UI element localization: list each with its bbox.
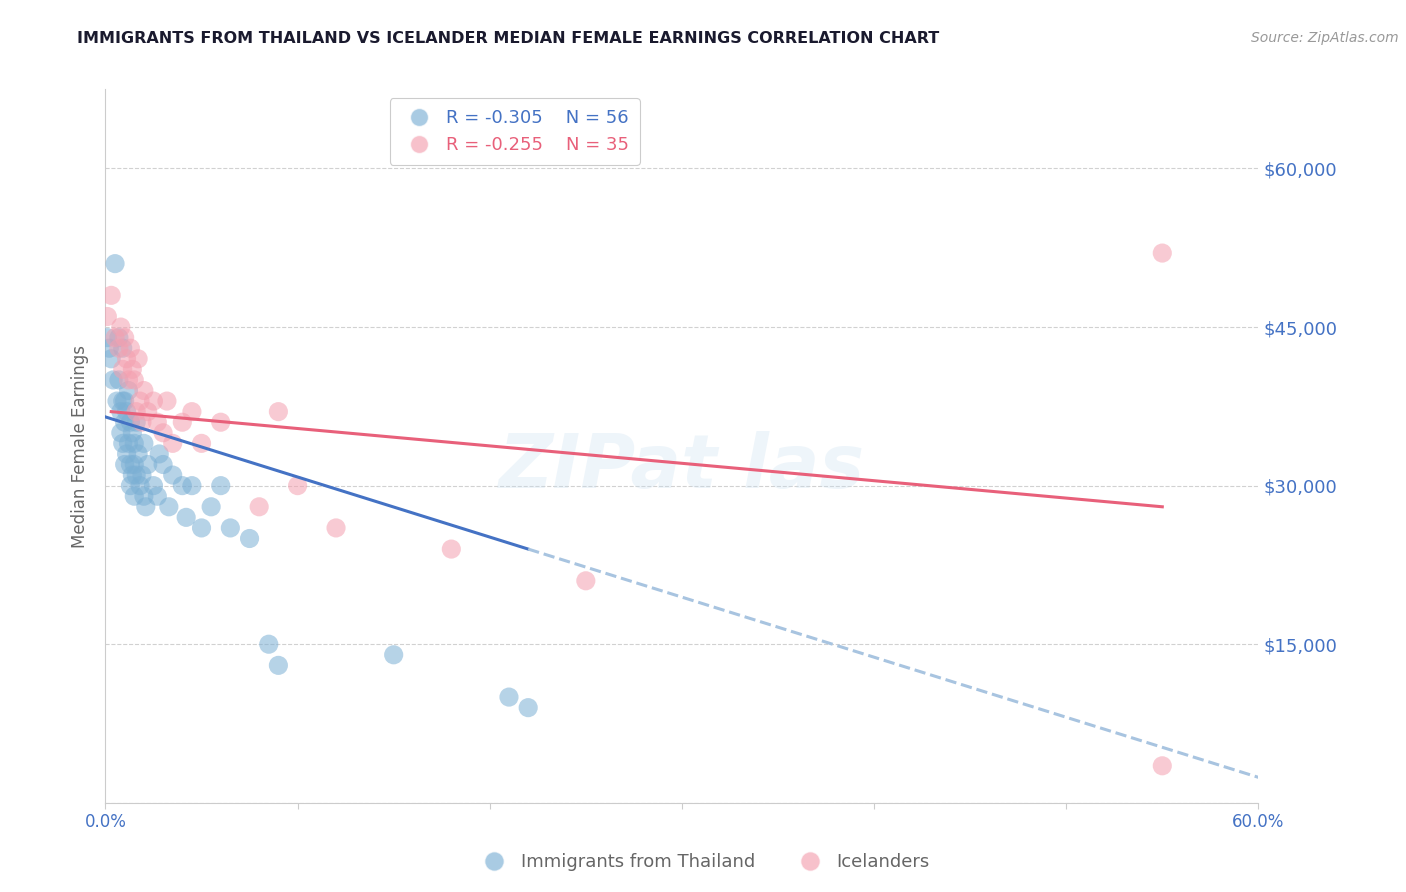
Point [121, 468, 143, 483]
Point [257, 637, 280, 651]
Point [114, 458, 136, 472]
Point [117, 384, 139, 398]
Point [190, 436, 212, 450]
Point [146, 489, 169, 503]
Point [114, 394, 136, 409]
Point [129, 394, 152, 409]
Point [104, 257, 127, 271]
Point [125, 404, 148, 418]
Point [108, 341, 131, 355]
Point [181, 404, 204, 418]
Point [110, 425, 132, 440]
Point [162, 468, 184, 483]
Point [115, 404, 138, 418]
Point [136, 404, 159, 418]
Point [172, 415, 194, 429]
Point [181, 478, 204, 492]
Point [135, 500, 157, 514]
Point [132, 436, 155, 450]
Point [127, 351, 149, 366]
Point [517, 700, 540, 714]
Point [219, 521, 242, 535]
Point [1152, 246, 1174, 260]
Point [108, 373, 131, 387]
Point [108, 331, 131, 345]
Point [124, 489, 146, 503]
Y-axis label: Median Female Earnings: Median Female Earnings [72, 344, 90, 548]
Point [114, 331, 136, 345]
Point [111, 362, 134, 376]
Text: IMMIGRANTS FROM THAILAND VS ICELANDER MEDIAN FEMALE EARNINGS CORRELATION CHART: IMMIGRANTS FROM THAILAND VS ICELANDER ME… [77, 31, 939, 46]
Point [174, 510, 197, 524]
Point [117, 436, 139, 450]
Point [209, 415, 232, 429]
Point [100, 288, 122, 302]
Point [247, 500, 270, 514]
Point [124, 373, 146, 387]
Point [1152, 759, 1174, 773]
Point [110, 404, 132, 418]
Point [124, 458, 146, 472]
Point [239, 532, 262, 546]
Text: ZIPat las: ZIPat las [499, 431, 865, 504]
Point [115, 351, 138, 366]
Point [114, 415, 136, 429]
Point [136, 458, 159, 472]
Point [200, 500, 222, 514]
Point [131, 415, 153, 429]
Point [132, 384, 155, 398]
Point [96, 310, 118, 324]
Point [267, 404, 290, 418]
Legend: R = -0.305    N = 56, R = -0.255    N = 35: R = -0.305 N = 56, R = -0.255 N = 35 [389, 98, 640, 165]
Point [96, 331, 118, 345]
Point [498, 690, 520, 704]
Point [125, 468, 148, 483]
Point [382, 648, 405, 662]
Point [120, 415, 142, 429]
Point [120, 458, 142, 472]
Point [120, 478, 142, 492]
Point [156, 394, 179, 409]
Point [111, 394, 134, 409]
Point [142, 394, 165, 409]
Point [152, 458, 174, 472]
Point [117, 373, 139, 387]
Point [209, 478, 232, 492]
Point [115, 447, 138, 461]
Point [157, 500, 180, 514]
Point [98, 341, 121, 355]
Point [110, 320, 132, 334]
Point [111, 341, 134, 355]
Point [575, 574, 598, 588]
Point [127, 447, 149, 461]
Point [152, 425, 174, 440]
Point [125, 415, 148, 429]
Point [105, 394, 128, 409]
Point [440, 542, 463, 557]
Point [111, 436, 134, 450]
Point [120, 341, 142, 355]
Point [104, 331, 127, 345]
Point [325, 521, 347, 535]
Point [131, 468, 153, 483]
Point [190, 521, 212, 535]
Point [267, 658, 290, 673]
Point [129, 478, 152, 492]
Point [172, 478, 194, 492]
Legend: Immigrants from Thailand, Icelanders: Immigrants from Thailand, Icelanders [468, 847, 938, 879]
Point [146, 415, 169, 429]
Point [132, 489, 155, 503]
Point [124, 436, 146, 450]
Point [101, 373, 124, 387]
Point [142, 478, 165, 492]
Point [148, 447, 170, 461]
Point [121, 362, 143, 376]
Text: Source: ZipAtlas.com: Source: ZipAtlas.com [1251, 31, 1399, 45]
Point [100, 351, 122, 366]
Point [121, 425, 143, 440]
Point [287, 478, 309, 492]
Point [162, 436, 184, 450]
